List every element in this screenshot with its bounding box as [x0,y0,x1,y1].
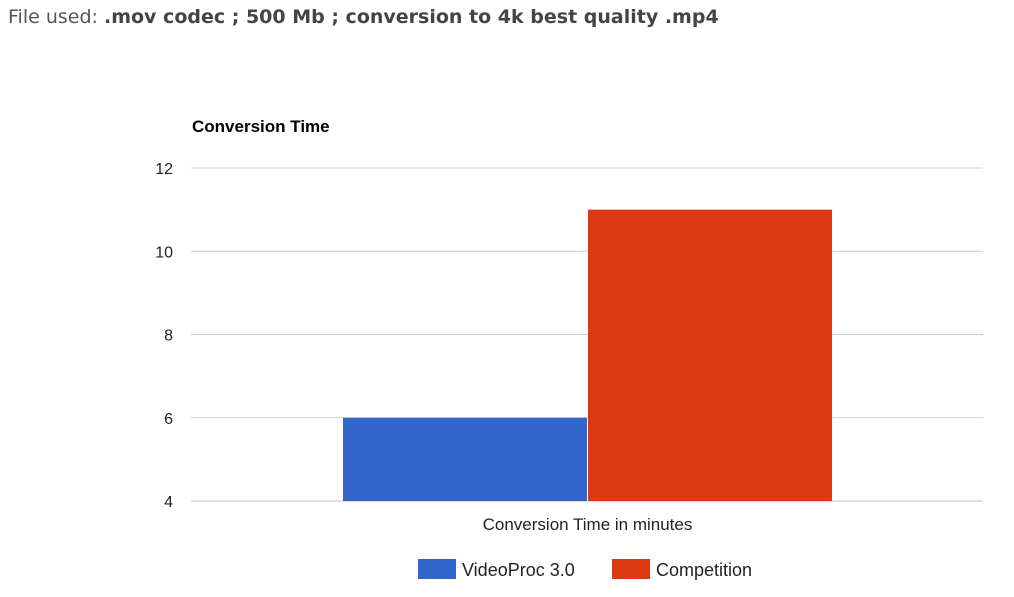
bar-videoproc-3-0 [343,417,587,501]
y-tick-label: 8 [164,328,173,345]
chart-title: Conversion Time [192,117,330,136]
y-tick-label: 6 [164,411,173,428]
legend-swatch [418,559,456,579]
y-tick-label: 10 [155,244,173,261]
legend-label: VideoProc 3.0 [462,560,575,580]
legend-label: Competition [656,560,752,580]
file-used-line: File used: .mov codec ; 500 Mb ; convers… [8,6,719,28]
y-tick-label: 4 [164,494,173,511]
bar-competition [588,209,832,501]
legend-swatch [612,559,650,579]
x-category-label: Conversion Time in minutes [483,515,693,534]
file-info: .mov codec ; 500 Mb ; conversion to 4k b… [103,6,719,28]
y-tick-label: 12 [155,161,173,178]
file-used-prefix: File used: [8,6,98,28]
